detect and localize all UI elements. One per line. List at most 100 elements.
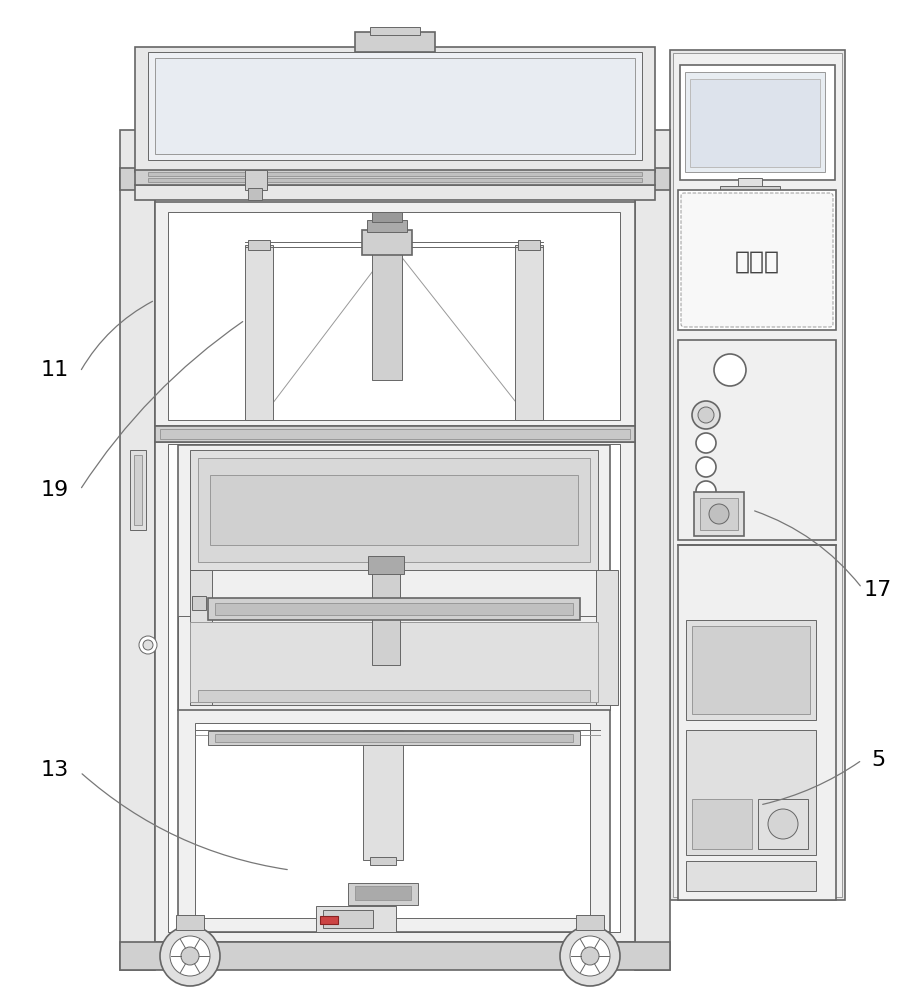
Circle shape [570, 936, 610, 976]
Bar [245, 245, 273, 420]
Bar [135, 185, 655, 200]
Bar [372, 212, 402, 222]
Text: 11: 11 [41, 360, 70, 380]
Bar [320, 916, 338, 924]
Bar [678, 340, 836, 540]
Bar [370, 27, 420, 35]
Circle shape [139, 636, 157, 654]
Bar [372, 570, 400, 665]
Circle shape [560, 926, 620, 986]
Bar [673, 53, 842, 897]
Bar [245, 170, 267, 190]
Circle shape [696, 481, 716, 501]
Bar [120, 130, 155, 970]
Bar [363, 730, 403, 860]
Bar [195, 723, 590, 918]
Bar [168, 212, 620, 420]
Bar [198, 458, 590, 562]
Bar [215, 603, 573, 615]
Bar [685, 72, 825, 172]
Bar [155, 202, 635, 426]
Bar [372, 250, 402, 380]
Bar [316, 906, 396, 932]
Bar [692, 799, 752, 849]
Bar [355, 32, 435, 52]
Bar [576, 915, 604, 930]
Bar [680, 65, 835, 180]
Bar [120, 168, 670, 190]
Bar [148, 52, 642, 160]
Bar [134, 455, 142, 525]
Bar [190, 570, 212, 705]
Bar [215, 734, 573, 742]
Bar [210, 475, 578, 545]
Bar [700, 498, 738, 530]
Circle shape [170, 936, 210, 976]
Bar [635, 130, 670, 970]
Text: 触摸屏: 触摸屏 [735, 250, 780, 274]
Bar [176, 915, 204, 930]
Text: 5: 5 [871, 750, 885, 770]
Bar [155, 58, 635, 154]
Bar [248, 188, 262, 200]
Bar [367, 220, 407, 232]
Bar [758, 799, 808, 849]
Text: 17: 17 [864, 580, 892, 600]
Text: 13: 13 [41, 760, 70, 780]
Bar [692, 626, 810, 714]
Bar [190, 687, 598, 705]
Bar [686, 861, 816, 891]
Bar [694, 492, 744, 536]
Bar [323, 910, 373, 928]
Circle shape [181, 947, 199, 965]
Circle shape [696, 505, 716, 525]
Circle shape [143, 640, 153, 650]
Bar [155, 426, 635, 442]
FancyBboxPatch shape [681, 193, 833, 327]
Bar [518, 240, 540, 250]
Bar [355, 886, 411, 900]
Bar [670, 50, 845, 900]
Bar [198, 690, 590, 702]
Circle shape [714, 354, 746, 386]
Bar [596, 570, 618, 705]
Circle shape [696, 433, 716, 453]
Bar [178, 710, 610, 932]
Bar [130, 450, 146, 530]
Circle shape [768, 809, 798, 839]
Bar [190, 622, 598, 702]
Bar [370, 857, 396, 865]
Circle shape [709, 504, 729, 524]
Bar [135, 170, 655, 185]
Circle shape [696, 457, 716, 477]
Bar [148, 178, 642, 182]
Bar [178, 445, 610, 710]
Bar [208, 598, 580, 620]
Text: 19: 19 [41, 480, 70, 500]
Bar [190, 450, 598, 570]
Bar [515, 245, 543, 420]
Bar [362, 230, 412, 255]
Bar [686, 730, 816, 855]
Bar [148, 172, 642, 176]
Circle shape [581, 947, 599, 965]
Bar [120, 942, 670, 970]
Bar [678, 190, 836, 330]
Bar [690, 79, 820, 167]
Circle shape [698, 407, 714, 423]
Bar [155, 442, 635, 942]
Bar [135, 47, 655, 172]
Bar [738, 178, 762, 188]
Bar [168, 444, 620, 932]
Bar [368, 556, 404, 574]
Bar [178, 616, 610, 710]
Bar [160, 429, 630, 439]
Bar [192, 596, 206, 610]
Circle shape [692, 401, 720, 429]
Bar [720, 186, 780, 196]
Bar [348, 883, 418, 905]
Circle shape [160, 926, 220, 986]
Bar [678, 545, 836, 900]
Bar [248, 240, 270, 250]
Bar [686, 620, 816, 720]
